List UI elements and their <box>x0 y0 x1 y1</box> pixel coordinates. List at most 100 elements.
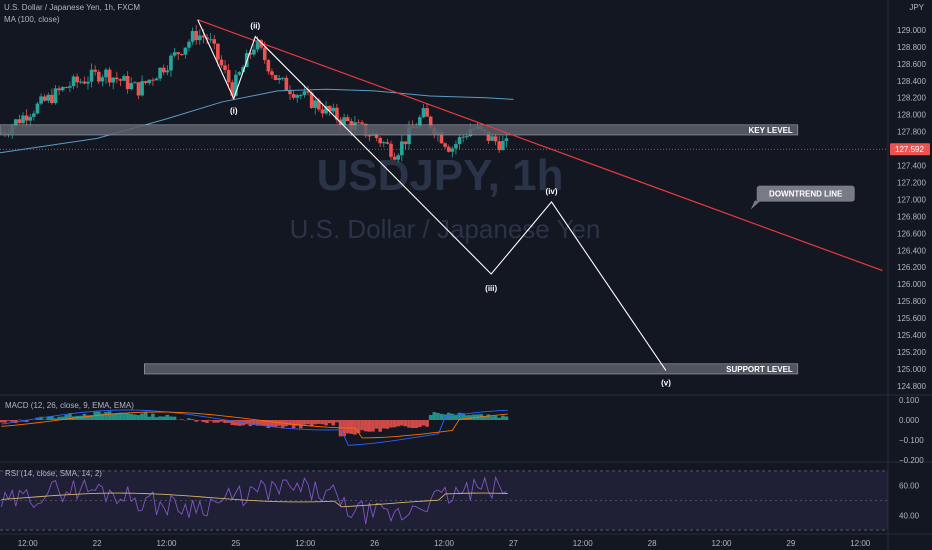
candle-body <box>381 142 386 144</box>
candle-body <box>446 146 451 152</box>
macd-bar <box>288 420 292 426</box>
candle-body <box>223 65 227 71</box>
rsi-ma-line <box>1 492 508 508</box>
macd-bar <box>371 420 375 432</box>
price-tick-label: 126.000 <box>897 280 926 289</box>
candle-body <box>248 53 253 55</box>
candle-body <box>234 74 238 96</box>
macd-bar <box>374 420 379 429</box>
price-tick-label: 126.600 <box>897 229 926 238</box>
candle-body <box>194 31 198 41</box>
price-tick-label: 125.800 <box>897 297 926 306</box>
macd-bar <box>190 419 195 420</box>
candle-body <box>504 138 509 142</box>
ma-legend: MA (100, close) <box>4 15 60 24</box>
macd-bar <box>295 420 300 426</box>
macd-bar <box>302 420 307 425</box>
macd-bar <box>230 420 235 426</box>
price-tick-label: 128.200 <box>897 94 926 103</box>
candle-body <box>392 156 397 160</box>
candle-body <box>64 87 69 89</box>
macd-bar <box>237 420 242 426</box>
price-tick-label: 127.800 <box>897 128 926 137</box>
time-tick-label: 12:00 <box>711 539 732 548</box>
candle-body <box>428 116 433 128</box>
macd-bar <box>10 420 15 422</box>
candle-body <box>122 75 126 81</box>
macd-bar <box>273 420 278 428</box>
candle-body <box>86 81 90 84</box>
macd-bar <box>345 420 350 434</box>
macd-bar <box>461 413 465 420</box>
macd-bar <box>143 412 148 420</box>
candle-body <box>179 54 184 56</box>
candle-body <box>450 148 455 152</box>
key-level-zone <box>0 124 799 136</box>
candle-body <box>140 81 144 96</box>
macd-bar <box>172 416 177 420</box>
macd-bar <box>464 415 469 420</box>
candle-body <box>418 117 422 128</box>
price-tick-label: 126.400 <box>897 246 926 255</box>
macd-bar <box>392 420 397 428</box>
candle-body <box>360 122 364 124</box>
macd-bar <box>187 418 191 420</box>
macd-bar <box>270 420 274 428</box>
candle-body <box>335 107 339 120</box>
candle-body <box>327 105 332 112</box>
watermark-name: U.S. Dollar / Japanese Yen <box>290 214 601 244</box>
macd-bar <box>439 413 444 420</box>
macd-bar <box>216 420 220 423</box>
macd-bar <box>248 420 253 427</box>
macd-bar <box>317 420 321 424</box>
macd-bar <box>151 413 155 420</box>
time-tick-label: 27 <box>509 539 518 548</box>
candle-body <box>262 47 267 61</box>
candle-body <box>28 116 33 121</box>
candle-body <box>378 137 382 144</box>
macd-bar <box>482 415 487 420</box>
macd-legend: MACD (12, 26, close, 9, EMA, EMA) <box>5 401 134 410</box>
macd-bar <box>24 420 29 422</box>
candle-body <box>42 96 47 101</box>
candle-body <box>501 141 505 151</box>
macd-bar <box>436 412 440 420</box>
macd-bar <box>418 420 422 428</box>
downtrend-callout <box>756 185 855 202</box>
candle-body <box>295 95 300 98</box>
candle-body <box>299 95 303 97</box>
candle-body <box>486 131 491 141</box>
candle-body <box>367 135 372 137</box>
candle-body <box>284 77 289 91</box>
candle-body <box>205 37 209 40</box>
macd-bar <box>385 420 390 429</box>
candle-body <box>165 70 170 73</box>
macd-bar <box>42 419 47 420</box>
macd-tick-label: 0.000 <box>899 416 920 425</box>
candle-body <box>21 115 25 124</box>
price-tick-label: 125.200 <box>897 348 926 357</box>
macd-bar <box>226 420 231 423</box>
candle-body <box>407 126 411 145</box>
macd-bar <box>89 415 94 420</box>
candle-body <box>201 35 206 38</box>
rsi-line <box>0 475 507 525</box>
price-tick-label: 125.400 <box>897 331 926 340</box>
candle-body <box>143 81 148 83</box>
candle-body <box>78 81 83 83</box>
macd-bar <box>53 418 58 420</box>
wave-label-5: (v) <box>661 379 671 388</box>
macd-bar <box>381 420 386 429</box>
candle-body <box>14 119 18 126</box>
macd-bar <box>353 420 357 435</box>
macd-bar <box>50 416 54 420</box>
candle-body <box>133 82 137 84</box>
wave-label-1: (i) <box>230 107 238 116</box>
macd-bar <box>425 420 429 427</box>
candle-body <box>53 88 58 104</box>
candle-body <box>111 77 116 83</box>
watermark-ticker: USDJPY, 1h <box>317 151 564 200</box>
macd-bar <box>212 420 217 423</box>
